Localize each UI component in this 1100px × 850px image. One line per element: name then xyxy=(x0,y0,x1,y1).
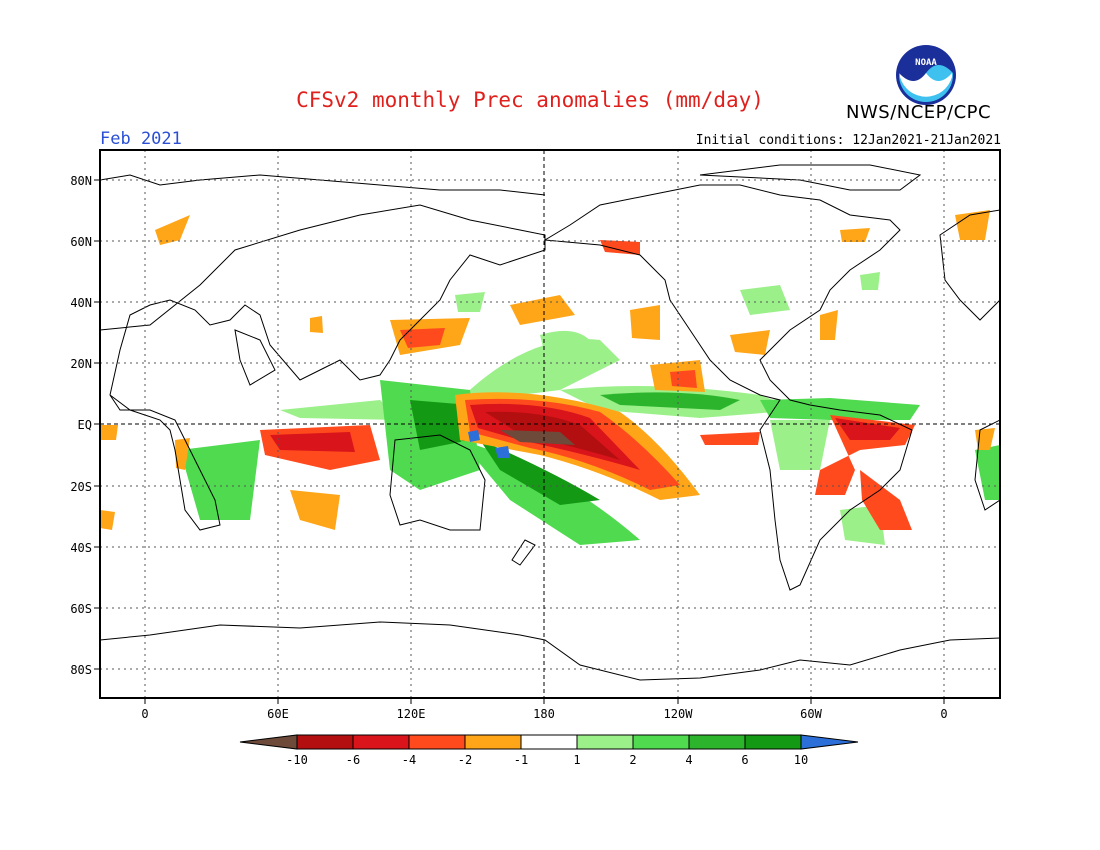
lat-labels: 80N 60N 40N 20N EQ 20S 40S 60S 80S xyxy=(70,174,100,677)
anomaly-fields xyxy=(100,210,1000,545)
equator-dateline xyxy=(100,150,1000,698)
initial-conditions: Initial conditions: 12Jan2021-21Jan2021 xyxy=(695,133,1001,148)
colorbar-segment-2-4 xyxy=(632,734,690,750)
colorbar-segment-1-2 xyxy=(576,734,634,750)
colorbar-segment-minus2-minus1 xyxy=(464,734,522,750)
colorbar-label: 6 xyxy=(741,753,748,767)
colorbar-segment-below-minus10 xyxy=(239,734,298,750)
forecast-month: Feb 2021 xyxy=(100,129,182,149)
colorbar-labels: -10 -6 -4 -2 -1 1 2 4 6 10 xyxy=(286,753,808,767)
colorbar-segment-minus10-minus6 xyxy=(296,734,354,750)
colorbar xyxy=(239,734,859,750)
lat-label-60s: 60S xyxy=(70,602,92,616)
colorbar-label: -1 xyxy=(514,753,528,767)
lon-labels: 0 60E 120E 180 120W 60W 0 xyxy=(141,698,948,721)
lat-label-60n: 60N xyxy=(70,235,92,249)
lon-label-0: 0 xyxy=(141,707,148,721)
lat-label-80s: 80S xyxy=(70,663,92,677)
lon-label-60e: 60E xyxy=(267,707,289,721)
lat-label-20s: 20S xyxy=(70,480,92,494)
lon-label-120e: 120E xyxy=(397,707,426,721)
lat-label-80n: 80N xyxy=(70,174,92,188)
colorbar-segment-6-10 xyxy=(744,734,802,750)
lon-label-120w: 120W xyxy=(664,707,694,721)
colorbar-label: 2 xyxy=(629,753,636,767)
colorbar-label: 10 xyxy=(794,753,808,767)
colorbar-segment-minus1-1 xyxy=(520,734,578,750)
lat-label-40n: 40N xyxy=(70,296,92,310)
noaa-logo: NOAA xyxy=(896,45,956,105)
agency-label: NWS/NCEP/CPC xyxy=(846,102,992,123)
colorbar-segment-above-10 xyxy=(800,734,859,750)
lon-label-60w: 60W xyxy=(800,707,822,721)
noaa-logo-text: NOAA xyxy=(915,58,937,68)
lon-label-0-east: 0 xyxy=(940,707,947,721)
colorbar-label: 1 xyxy=(573,753,580,767)
colorbar-label: 4 xyxy=(685,753,692,767)
colorbar-segment-minus4-minus2 xyxy=(408,734,466,750)
colorbar-label: -6 xyxy=(346,753,360,767)
colorbar-label: -10 xyxy=(286,753,308,767)
lat-label-eq: EQ xyxy=(78,418,92,432)
colorbar-label: -2 xyxy=(458,753,472,767)
colorbar-label: -4 xyxy=(402,753,416,767)
lon-label-180: 180 xyxy=(533,707,555,721)
lat-label-40s: 40S xyxy=(70,541,92,555)
colorbar-segment-4-6 xyxy=(688,734,746,750)
map-title: CFSv2 monthly Prec anomalies (mm/day) xyxy=(296,88,764,112)
gridlines xyxy=(100,150,1000,698)
lat-label-20n: 20N xyxy=(70,357,92,371)
colorbar-segment-minus6-minus4 xyxy=(352,734,410,750)
